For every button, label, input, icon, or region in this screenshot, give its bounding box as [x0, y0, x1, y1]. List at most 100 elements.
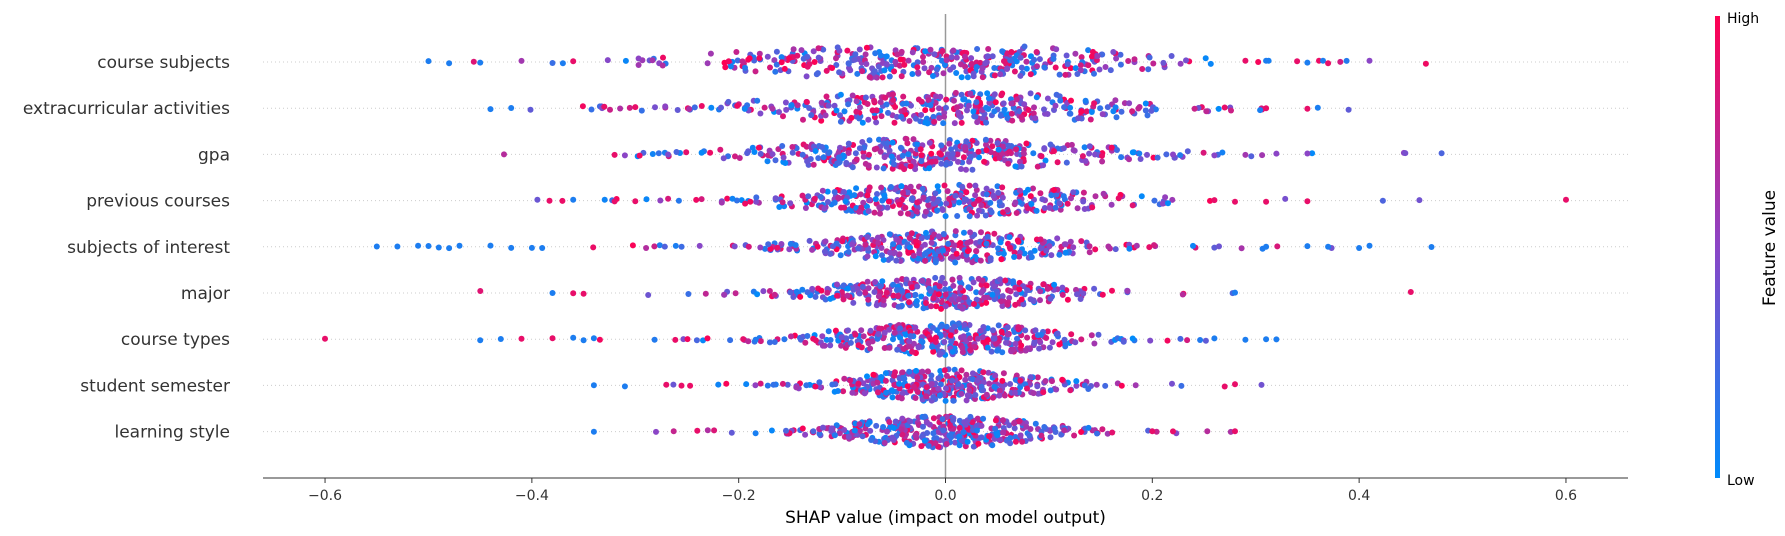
data-point [698, 103, 705, 109]
data-point [821, 342, 828, 349]
data-point [1038, 432, 1045, 439]
data-point [903, 276, 910, 283]
data-point [881, 345, 888, 351]
data-point [926, 165, 933, 172]
data-point [1037, 236, 1044, 243]
data-point [835, 194, 842, 201]
data-point [943, 96, 950, 103]
data-point [1135, 105, 1142, 112]
data-point [1037, 190, 1044, 197]
data-point [937, 93, 944, 100]
data-point [1030, 298, 1037, 305]
data-point [754, 97, 761, 104]
data-point [959, 345, 966, 351]
data-point-outlier [456, 242, 463, 249]
data-point [962, 443, 969, 450]
data-point [973, 64, 980, 70]
data-point [949, 348, 956, 355]
data-point [856, 115, 863, 122]
data-point [1248, 153, 1255, 160]
data-point [943, 372, 950, 379]
data-point [897, 144, 904, 151]
data-point [1099, 291, 1106, 298]
data-point [961, 321, 968, 328]
data-point [1095, 331, 1102, 338]
data-point [1011, 389, 1018, 396]
data-point [783, 427, 789, 434]
data-point [956, 433, 963, 440]
data-point [958, 74, 965, 81]
data-point [1008, 49, 1015, 55]
data-point [865, 162, 872, 169]
data-point [812, 337, 819, 344]
data-point [983, 240, 990, 247]
data-point [890, 241, 897, 248]
data-point [878, 374, 885, 380]
data-point [896, 201, 903, 208]
data-point [1422, 60, 1429, 67]
data-point [974, 212, 981, 219]
data-point [779, 199, 786, 206]
data-point [1028, 254, 1035, 261]
data-point [854, 70, 861, 77]
data-point [854, 285, 861, 292]
data-point [810, 48, 817, 55]
data-point [852, 150, 859, 157]
feature-label: gpa [198, 145, 230, 165]
data-point [880, 165, 887, 172]
data-point [885, 198, 892, 205]
data-point [873, 119, 880, 126]
data-point [851, 56, 858, 63]
data-point [990, 192, 997, 199]
data-point-outlier [1428, 244, 1435, 250]
data-point [781, 65, 788, 72]
data-point [999, 377, 1006, 384]
data-point [884, 428, 890, 435]
data-point [939, 416, 946, 423]
data-point [928, 64, 935, 71]
data-point [723, 380, 730, 387]
data-point [812, 383, 819, 390]
data-point [470, 58, 477, 65]
data-point [1068, 141, 1075, 148]
data-point [952, 192, 959, 199]
data-point [822, 238, 829, 245]
data-point [1081, 382, 1088, 389]
data-point [736, 155, 743, 161]
data-point [890, 281, 897, 288]
data-point [1041, 424, 1048, 430]
data-point [939, 48, 946, 54]
data-point [841, 108, 848, 115]
data-point [728, 429, 735, 436]
data-point-outlier [1325, 60, 1332, 67]
data-point [1034, 63, 1040, 70]
data-point [834, 292, 840, 299]
data-point [943, 200, 950, 207]
data-point [930, 415, 937, 422]
data-point [766, 288, 773, 294]
data-point [1016, 253, 1023, 260]
data-point [891, 68, 898, 75]
data-point [879, 74, 886, 81]
data-point [1015, 324, 1022, 331]
data-point [1087, 116, 1094, 123]
data-point [939, 57, 945, 64]
data-point [939, 274, 946, 281]
data-point [1163, 151, 1170, 158]
data-point [1017, 187, 1024, 194]
data-point [928, 372, 935, 379]
data-point [1131, 56, 1138, 63]
data-point-outlier [1263, 198, 1270, 205]
data-point [916, 250, 923, 256]
data-point [992, 425, 999, 432]
data-point [905, 151, 912, 158]
data-point [961, 294, 968, 301]
data-point [1051, 281, 1058, 288]
data-point [982, 136, 989, 143]
data-point [849, 241, 856, 248]
data-point [857, 191, 864, 198]
data-point [949, 150, 956, 157]
data-point [939, 207, 946, 213]
data-point-outlier [1304, 150, 1311, 157]
data-point [1072, 50, 1079, 57]
